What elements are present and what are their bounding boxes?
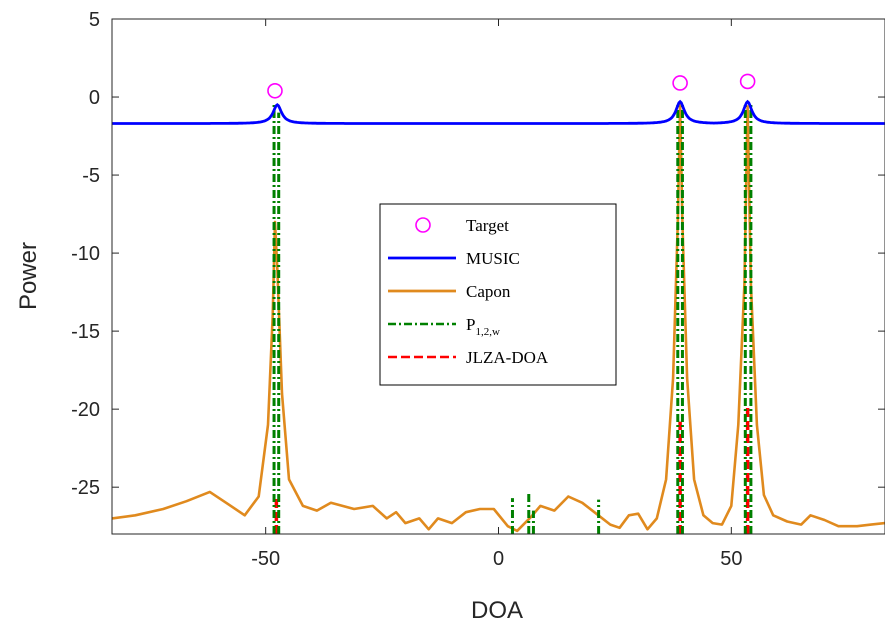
x-tick-label: 50 bbox=[720, 548, 742, 570]
x-axis-label: DOA bbox=[471, 597, 523, 624]
legend-item: JLZA-DOA bbox=[388, 348, 549, 367]
legend-subscript: 1,2,w bbox=[475, 326, 500, 338]
legend-item: MUSIC bbox=[388, 249, 520, 268]
legend-swatch-target bbox=[415, 217, 431, 233]
legend-label: Target bbox=[466, 216, 509, 235]
y-tick-label: -10 bbox=[71, 243, 100, 265]
target-marker bbox=[267, 82, 283, 99]
legend-box bbox=[379, 203, 617, 386]
y-tick-label: 5 bbox=[89, 9, 100, 31]
legend-label: JLZA-DOA bbox=[466, 348, 549, 367]
target-marker bbox=[739, 73, 756, 90]
y-tick-label: -20 bbox=[71, 399, 100, 421]
x-tick-label: 0 bbox=[493, 548, 504, 570]
x-tick-label: -50 bbox=[251, 548, 280, 570]
y-axis-label: Power bbox=[15, 242, 42, 310]
y-tick-label: -15 bbox=[71, 321, 100, 343]
y-tick-label: -5 bbox=[82, 165, 100, 187]
y-tick-label: -25 bbox=[71, 477, 100, 499]
legend-label: Capon bbox=[466, 282, 511, 301]
target-marker bbox=[672, 75, 688, 91]
legend-label: MUSIC bbox=[466, 249, 520, 268]
legend-item: Capon bbox=[388, 282, 511, 301]
legend-item: Target bbox=[415, 216, 509, 235]
music-line bbox=[112, 99, 885, 125]
y-tick-label: 0 bbox=[89, 87, 100, 109]
